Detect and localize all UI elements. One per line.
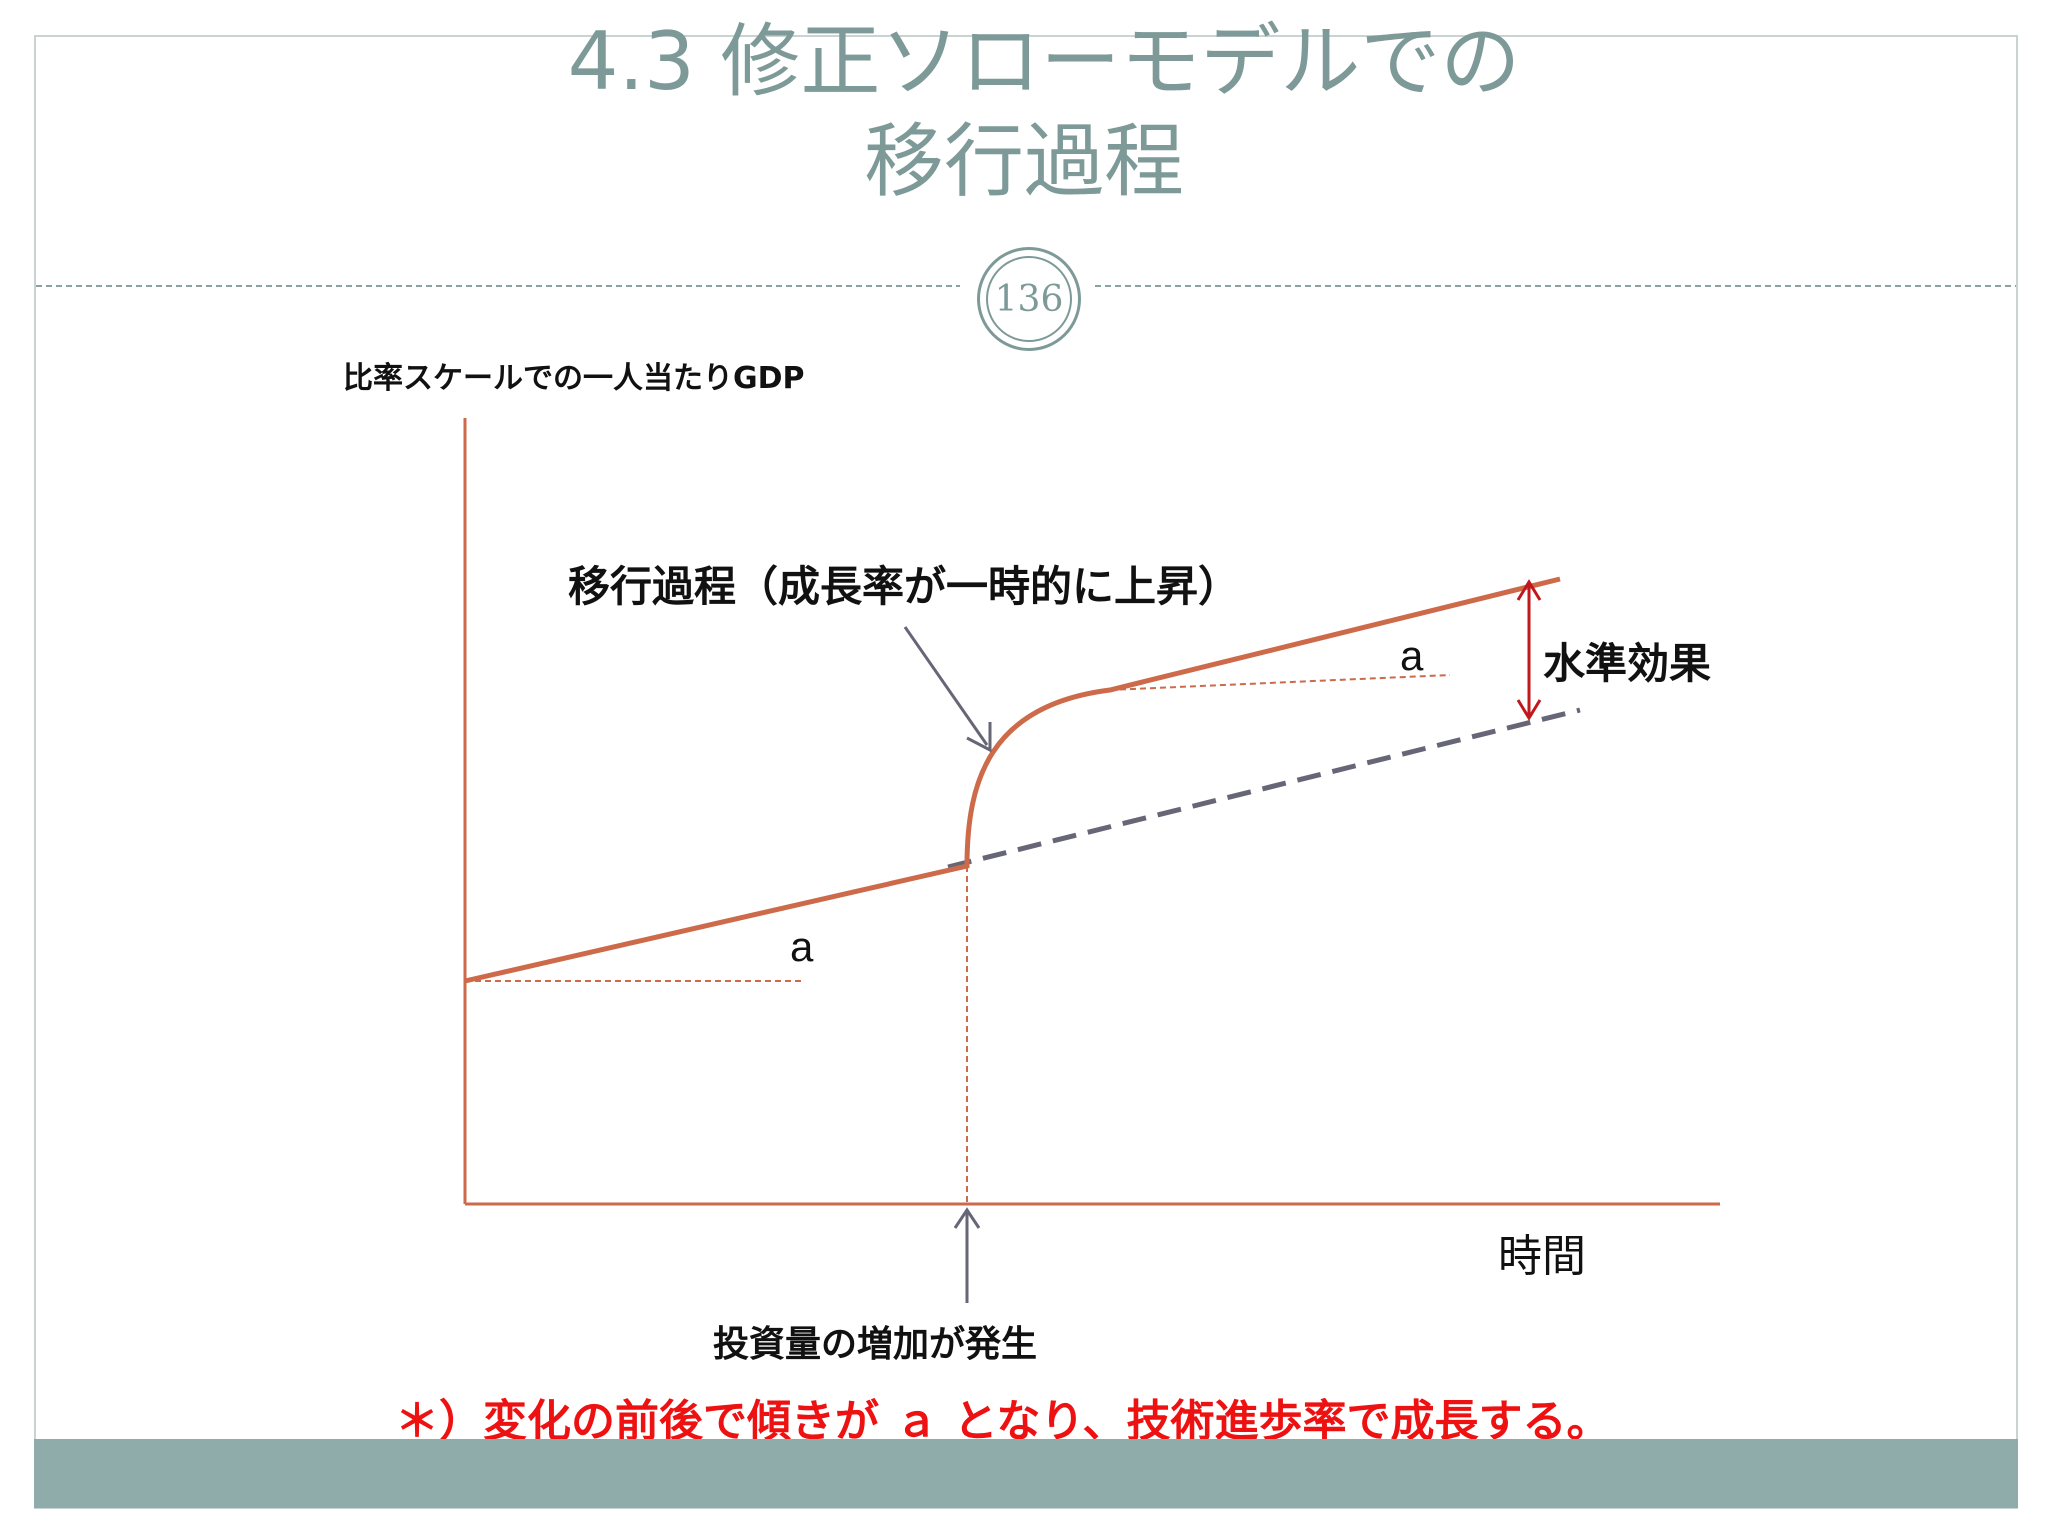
slide-title-line-1: 4.3 修正ソローモデルでの <box>567 15 1521 108</box>
level-effect-label: 水準効果 <box>1543 639 1712 688</box>
transition-arrow-head <box>966 722 992 753</box>
page-number: 136 <box>986 256 1072 342</box>
level-effect-arrowhead-top <box>1516 579 1542 601</box>
slope-label-before: a <box>790 923 814 970</box>
investment-annotation: 投資量の増加が発生 <box>713 1324 1038 1365</box>
y-axis-label: 比率スケールでの一人当たりGDP <box>343 361 805 396</box>
x-axis-label: 時間 <box>1498 1231 1586 1282</box>
page-number-badge: 136 <box>977 247 1081 351</box>
gdp-growth-path <box>464 576 1561 984</box>
bottom-band <box>34 1439 2018 1508</box>
investment-arrow-head <box>953 1207 981 1229</box>
level-effect-arrowhead-bottom <box>1516 699 1542 721</box>
old-trend-extension <box>947 707 1581 870</box>
transition-annotation: 移行過程（成長率が一時的に上昇） <box>568 562 1241 611</box>
slide-title-line-2: 移行過程 <box>864 115 1184 208</box>
footnote: ＊）変化の前後で傾きが ａ となり、技術進歩率で成長する。 <box>395 1396 1611 1447</box>
transition-arrow-shaft <box>903 626 989 746</box>
slope-label-after: a <box>1400 632 1424 679</box>
slope-reference-after <box>1109 674 1451 691</box>
